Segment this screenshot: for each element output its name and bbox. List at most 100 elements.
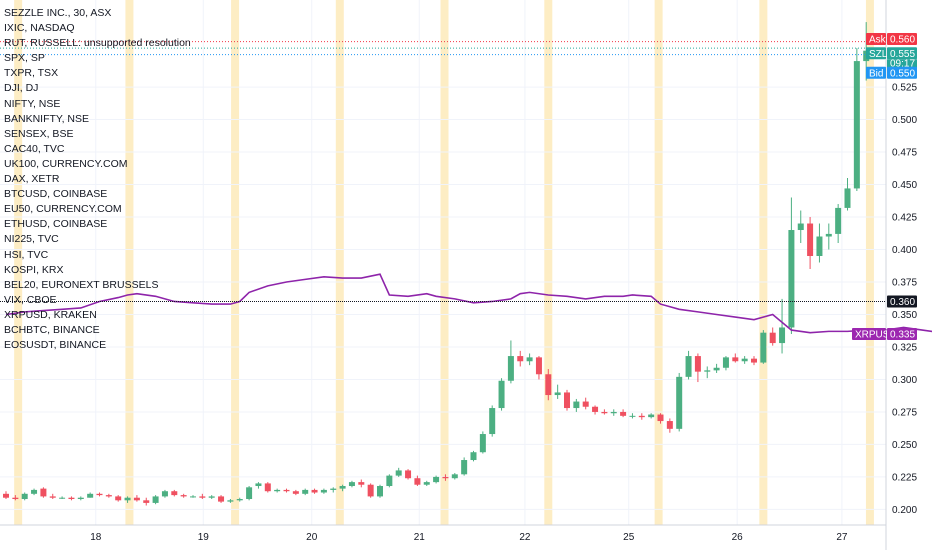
candle [171,489,178,497]
countdown-box [887,59,917,69]
candle [704,366,711,379]
y-tick-label: 0.300 [892,375,917,386]
candle [414,475,421,487]
legend-symbol[interactable]: SPX, SP [4,52,45,65]
ask-tag: Ask 0.560 [866,32,917,45]
candle [96,492,103,497]
candle [489,405,496,437]
candle-body [582,401,589,407]
candle-body [348,482,355,487]
candle-body [517,356,524,362]
candle [825,223,832,250]
candle [124,496,131,503]
session-band [865,0,874,525]
x-tick-label: 18 [90,532,102,543]
legend-symbol[interactable]: DAX, XETR [4,173,60,186]
candle-body [227,500,234,502]
xrpusd-tag-label: XRPUSD [855,329,897,340]
candle [264,482,271,493]
candle-body [12,497,19,500]
candle-body [49,496,56,498]
candle-body [377,486,383,497]
candle [769,327,776,346]
candle [255,482,262,489]
candle-body [395,470,402,476]
legend-symbol[interactable]: BEL20, EURONEXT BRUSSELS [4,278,159,291]
candle [339,484,346,492]
legend-symbol[interactable]: BANKNIFTY, NSE [4,112,89,125]
y-tick-label: 0.375 [892,277,917,288]
legend-symbol[interactable]: CAC40, TVC [4,142,65,155]
candle-body [152,496,159,503]
legend-symbol[interactable]: EU50, CURRENCY.COM [4,203,122,216]
legend-symbol[interactable]: BCHBTC, BINANCE [4,323,100,336]
candle [320,488,327,494]
legend-symbol[interactable]: ETHUSD, COINBASE [4,218,108,231]
legend-symbol[interactable]: TXPR, TSX [4,67,59,80]
legend-symbol[interactable]: IXIC, NASDAQ [4,22,75,35]
candle [638,413,645,420]
legend-symbol[interactable]: NIFTY, NSE [4,97,61,110]
candle-body [685,356,692,377]
candle [844,178,851,211]
candle [367,483,374,498]
bid-tag-value-box [887,66,917,79]
candle [423,480,430,487]
candle [554,384,561,399]
candle-body [694,356,701,372]
candle [601,409,608,415]
candle-body [367,484,374,497]
candle [722,356,729,371]
legend-symbol[interactable]: UK100, CURRENCY.COM [4,157,128,170]
candle [461,457,468,476]
candle-body [3,493,9,498]
candle-body [751,358,757,363]
candle-body [573,401,580,409]
candle-body [171,491,178,496]
y-tick-label: 0.525 [892,83,917,94]
y-axis[interactable]: 0.200 0.225 0.250 0.275 0.300 0.325 0.350 0.375… [892,83,917,516]
overlay-line [5,273,932,334]
xrpusd-tag-value-box [887,327,917,340]
overlay-last-tag-value-box [887,295,917,308]
legend-title[interactable]: SEZZLE INC., 30, ASX [4,7,112,19]
x-tick-label: 19 [198,532,210,543]
legend-symbol[interactable]: HSI, TVC [4,248,49,261]
legend-symbol[interactable]: EOSUSDT, BINANCE [4,339,107,352]
candle-body [246,487,253,500]
candle [133,495,140,502]
x-axis[interactable]: 18 19 20 21 22 25 26 27 [90,532,848,543]
legend-symbol[interactable]: XRPUSD, KRAKEN [4,308,97,321]
candle [311,488,318,494]
y-tick-label: 0.450 [892,180,917,191]
bid-tag-value: 0.550 [890,68,915,79]
candle [348,480,355,488]
ask-tag-label-box [866,32,886,45]
y-tick-label: 0.200 [892,505,917,516]
session-band [125,0,134,525]
legend-symbol[interactable]: NI225, TVC [4,233,59,246]
candle-body [648,414,655,418]
candle [760,330,767,364]
y-tick-label: 0.500 [892,115,917,126]
legend-symbol[interactable]: KOSPI, KRX [4,263,64,276]
legend-symbol[interactable]: VIX, CBOE [4,293,57,306]
candle [582,397,589,410]
legend-symbol[interactable]: BTCUSD, COINBASE [4,188,108,201]
candle-body [479,434,486,453]
candle-body [732,357,739,362]
candle [666,418,673,433]
candle [835,204,842,244]
candle [208,495,215,500]
candle-body [31,489,38,494]
legend-symbol[interactable]: DJI, DJ [4,82,39,95]
candle-body [105,495,112,497]
candle [610,409,617,416]
legend-symbol[interactable]: SENSEX, BSE [4,127,74,140]
candle-body [844,188,851,208]
legend-symbol[interactable]: RUT, RUSSELL: unsupported resolution [4,37,191,50]
candle-body [442,476,449,479]
candle-body [358,482,365,485]
bid-tag: Bid 0.550 [866,66,917,79]
